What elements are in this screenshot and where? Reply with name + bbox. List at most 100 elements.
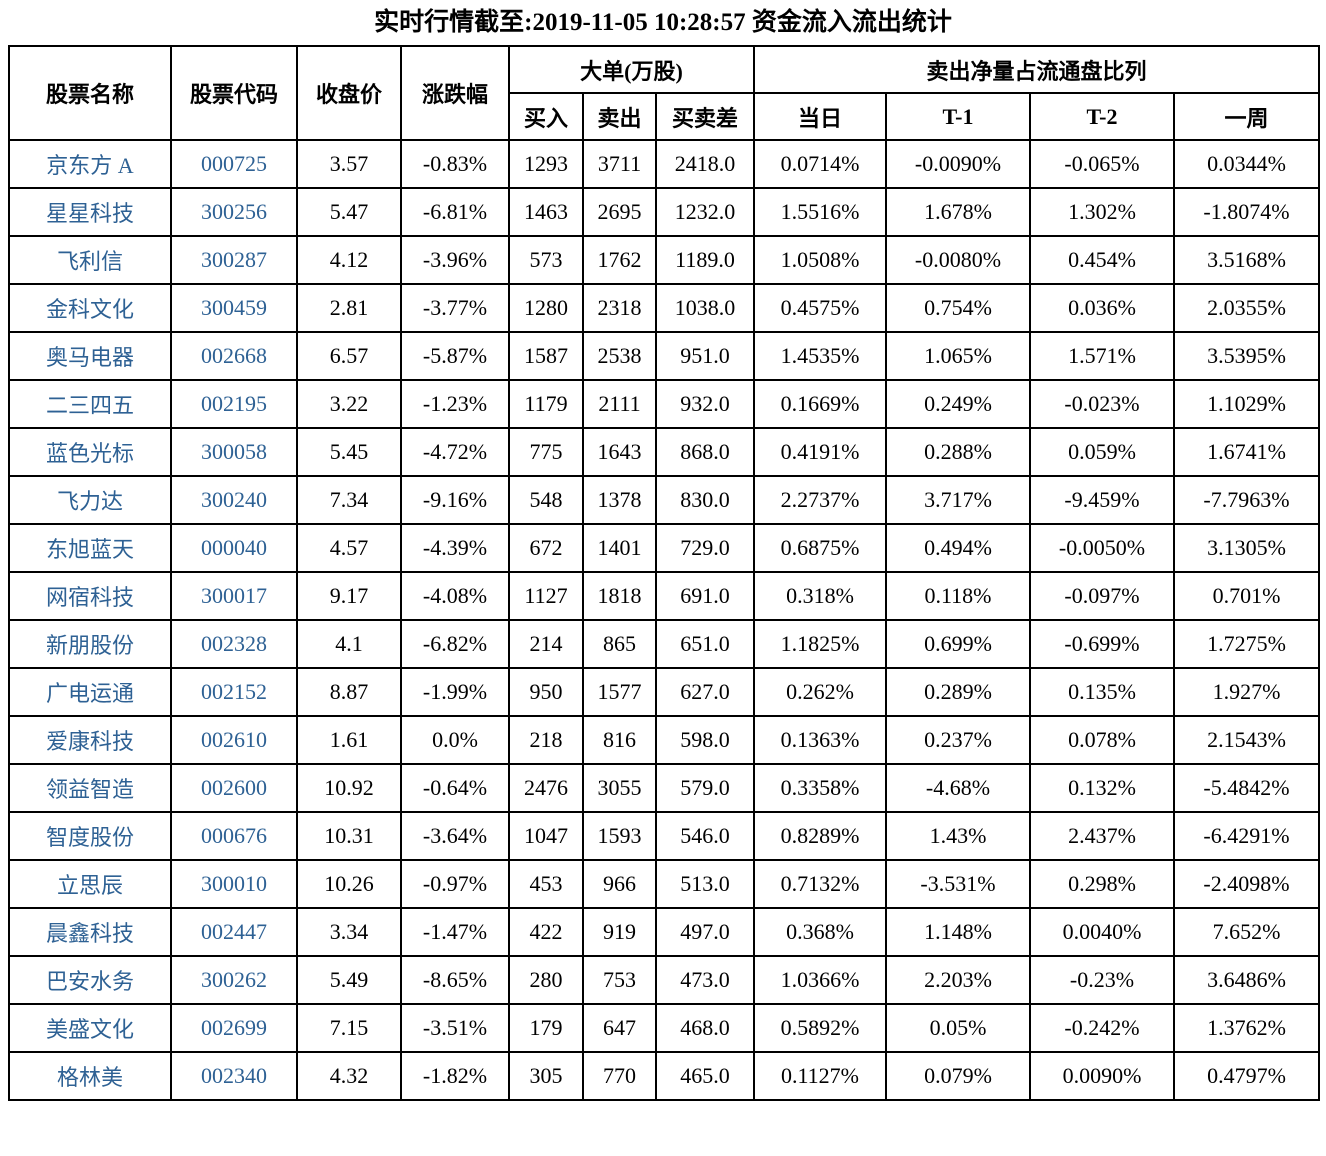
close-price-cell: 2.81	[296, 283, 402, 333]
stock-code-cell: 002668	[170, 331, 298, 381]
t-minus-1-cell: 1.43%	[885, 811, 1031, 861]
buy-sell-diff-cell: 497.0	[655, 907, 755, 957]
close-price-cell: 3.57	[296, 139, 402, 189]
group-header-sell-net: 卖出净量占流通盘比列	[752, 45, 1321, 94]
t-minus-1-cell: -4.68%	[885, 763, 1031, 813]
table-row: 京东方 A 000725 3.57 -0.83% 1293 3711 2418.0 0.071…	[8, 139, 1321, 189]
stock-name-cell: 京东方 A	[8, 139, 172, 189]
t-minus-2-cell: 0.454%	[1029, 235, 1175, 285]
stock-code-cell: 002610	[170, 715, 298, 765]
stock-name-cell: 东旭蓝天	[8, 523, 172, 573]
one-week-cell: 2.1543%	[1172, 715, 1321, 765]
stock-name-cell: 网宿科技	[8, 571, 172, 621]
stock-name-cell: 格林美	[8, 1051, 172, 1101]
one-week-cell: 1.3762%	[1172, 1003, 1321, 1053]
today-cell: 0.8289%	[753, 811, 887, 861]
table-row: 飞利信 300287 4.12 -3.96% 573 1762 1189.0 1.0508% -…	[8, 235, 1321, 285]
t-minus-2-cell: -0.065%	[1029, 139, 1175, 189]
change-pct-cell: -4.72%	[400, 427, 510, 477]
stock-code-cell: 000040	[170, 523, 298, 573]
sell-cell: 919	[582, 907, 657, 957]
t-minus-1-cell: -0.0090%	[885, 139, 1031, 189]
today-cell: 2.2737%	[753, 475, 887, 525]
sell-cell: 3055	[582, 763, 657, 813]
sell-cell: 3711	[582, 139, 657, 189]
table-row: 美盛文化 002699 7.15 -3.51% 179 647 468.0 0.5892% 0.…	[8, 1003, 1321, 1053]
t-minus-1-cell: 0.288%	[885, 427, 1031, 477]
sell-cell: 1643	[582, 427, 657, 477]
buy-cell: 1463	[508, 187, 584, 237]
table-row: 蓝色光标 300058 5.45 -4.72% 775 1643 868.0 0.4191% 0…	[8, 427, 1321, 477]
buy-cell: 950	[508, 667, 584, 717]
stock-name-cell: 晨鑫科技	[8, 907, 172, 957]
t-minus-1-cell: -0.0080%	[885, 235, 1031, 285]
today-cell: 0.5892%	[753, 1003, 887, 1053]
buy-cell: 453	[508, 859, 584, 909]
t-minus-2-cell: 2.437%	[1029, 811, 1175, 861]
change-pct-cell: -6.81%	[400, 187, 510, 237]
stock-name-cell: 领益智造	[8, 763, 172, 813]
close-price-cell: 7.15	[296, 1003, 402, 1053]
stock-code-cell: 000725	[170, 139, 298, 189]
close-price-cell: 9.17	[296, 571, 402, 621]
t-minus-1-cell: 0.699%	[885, 619, 1031, 669]
sell-cell: 2695	[582, 187, 657, 237]
t-minus-2-cell: 0.078%	[1029, 715, 1175, 765]
table-row: 巴安水务 300262 5.49 -8.65% 280 753 473.0 1.0366% 2.…	[8, 955, 1321, 1005]
t-minus-1-cell: 0.118%	[885, 571, 1031, 621]
sell-cell: 816	[582, 715, 657, 765]
t-minus-2-cell: 0.298%	[1029, 859, 1175, 909]
table-row: 立思辰 300010 10.26 -0.97% 453 966 513.0 0.7132% -3…	[8, 859, 1321, 909]
buy-cell: 1587	[508, 331, 584, 381]
sell-cell: 1378	[582, 475, 657, 525]
t-minus-2-cell: -0.699%	[1029, 619, 1175, 669]
change-pct-cell: -5.87%	[400, 331, 510, 381]
stock-name-cell: 奥马电器	[8, 331, 172, 381]
today-cell: 1.4535%	[753, 331, 887, 381]
buy-cell: 1047	[508, 811, 584, 861]
stock-code-cell: 300058	[170, 427, 298, 477]
close-price-cell: 6.57	[296, 331, 402, 381]
table-row: 二三四五 002195 3.22 -1.23% 1179 2111 932.0 0.1669%…	[8, 379, 1321, 429]
buy-cell: 280	[508, 955, 584, 1005]
sell-cell: 1762	[582, 235, 657, 285]
today-cell: 0.318%	[753, 571, 887, 621]
stock-code-cell: 002447	[170, 907, 298, 957]
one-week-cell: 1.1029%	[1172, 379, 1321, 429]
col-header-change-pct: 涨跌幅	[400, 45, 510, 141]
col-header-t-minus-1: T-1	[885, 92, 1031, 141]
col-header-buy-sell-diff: 买卖差	[655, 92, 755, 141]
buy-cell: 218	[508, 715, 584, 765]
close-price-cell: 5.45	[296, 427, 402, 477]
sell-cell: 1577	[582, 667, 657, 717]
one-week-cell: 3.6486%	[1172, 955, 1321, 1005]
stock-name-cell: 金科文化	[8, 283, 172, 333]
table-body: 京东方 A 000725 3.57 -0.83% 1293 3711 2418.0 0.071…	[8, 139, 1321, 1101]
buy-cell: 1280	[508, 283, 584, 333]
today-cell: 0.1363%	[753, 715, 887, 765]
one-week-cell: 0.701%	[1172, 571, 1321, 621]
close-price-cell: 3.34	[296, 907, 402, 957]
stock-table: 股票名称 股票代码 收盘价 涨跌幅 大单(万股) 卖出净量占流通盘比列 买入 卖…	[8, 45, 1321, 1101]
stock-name-cell: 广电运通	[8, 667, 172, 717]
today-cell: 1.5516%	[753, 187, 887, 237]
today-cell: 0.262%	[753, 667, 887, 717]
buy-sell-diff-cell: 830.0	[655, 475, 755, 525]
table-row: 飞力达 300240 7.34 -9.16% 548 1378 830.0 2.2737% 3.…	[8, 475, 1321, 525]
col-header-stock-code: 股票代码	[170, 45, 298, 141]
t-minus-2-cell: -0.097%	[1029, 571, 1175, 621]
close-price-cell: 10.92	[296, 763, 402, 813]
today-cell: 0.0714%	[753, 139, 887, 189]
buy-cell: 1127	[508, 571, 584, 621]
buy-sell-diff-cell: 691.0	[655, 571, 755, 621]
sell-cell: 966	[582, 859, 657, 909]
stock-name-cell: 新朋股份	[8, 619, 172, 669]
buy-sell-diff-cell: 579.0	[655, 763, 755, 813]
buy-sell-diff-cell: 473.0	[655, 955, 755, 1005]
change-pct-cell: -0.97%	[400, 859, 510, 909]
one-week-cell: -2.4098%	[1172, 859, 1321, 909]
sell-cell: 865	[582, 619, 657, 669]
close-price-cell: 4.57	[296, 523, 402, 573]
t-minus-2-cell: 0.135%	[1029, 667, 1175, 717]
